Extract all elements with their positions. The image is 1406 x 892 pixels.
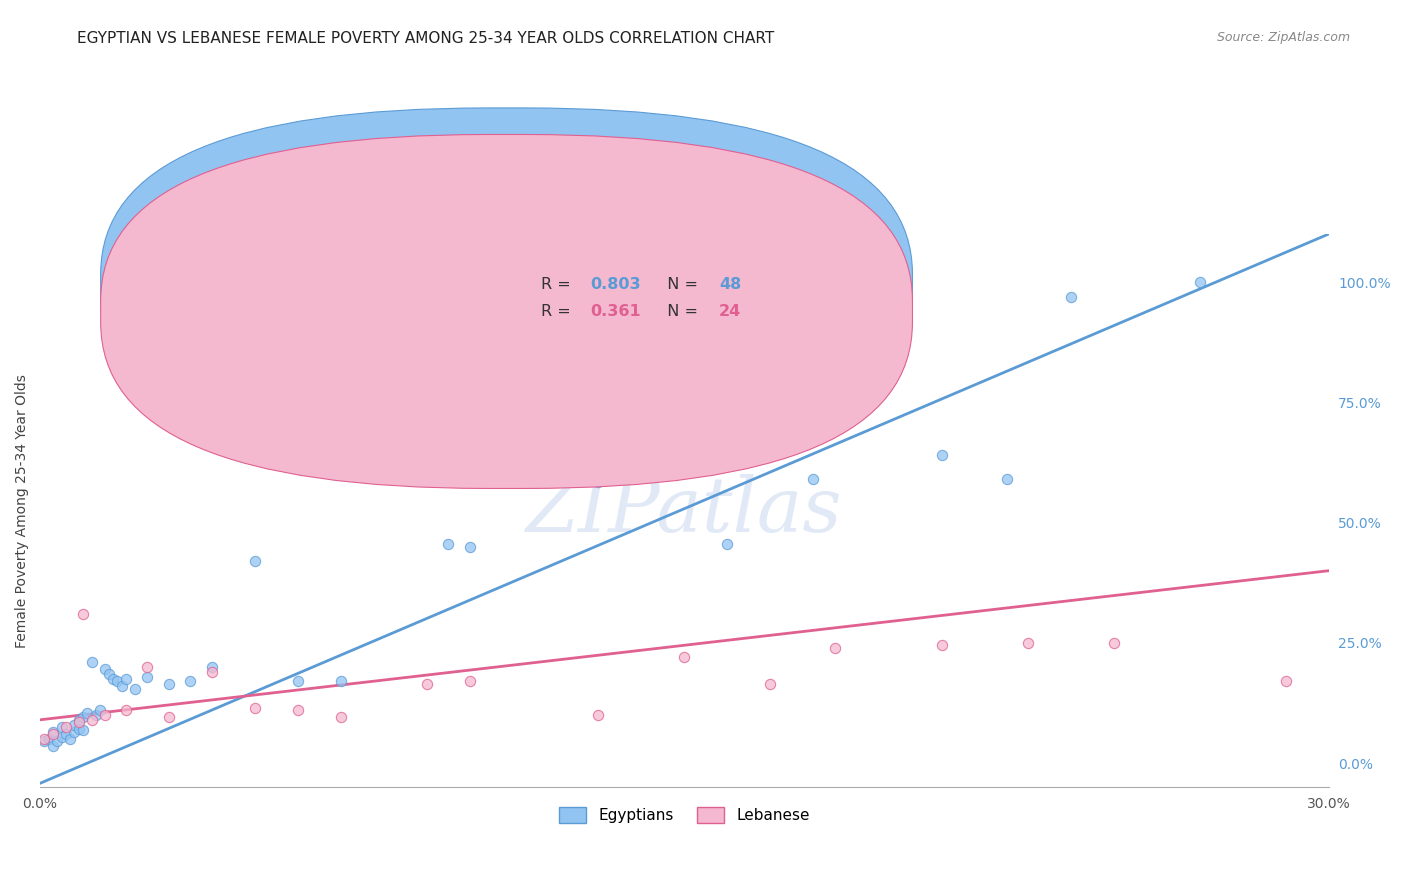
Point	[124, 681, 146, 696]
Point	[995, 472, 1018, 486]
Text: N =: N =	[658, 277, 703, 293]
FancyBboxPatch shape	[101, 135, 912, 489]
Point	[63, 717, 86, 731]
Point	[72, 607, 94, 621]
Point	[931, 448, 953, 462]
Point	[51, 720, 73, 734]
Point	[866, 275, 889, 289]
Point	[458, 674, 481, 689]
Point	[136, 669, 159, 683]
Point	[34, 732, 56, 747]
Point	[38, 732, 60, 747]
Point	[201, 665, 224, 679]
Point	[373, 453, 395, 467]
Point	[84, 708, 107, 723]
Text: EGYPTIAN VS LEBANESE FEMALE POVERTY AMONG 25-34 YEAR OLDS CORRELATION CHART: EGYPTIAN VS LEBANESE FEMALE POVERTY AMON…	[77, 31, 775, 46]
Point	[201, 660, 224, 674]
Point	[93, 708, 115, 723]
Text: R =: R =	[541, 304, 576, 319]
Point	[115, 672, 138, 686]
Point	[63, 724, 86, 739]
Point	[59, 732, 82, 747]
Point	[759, 677, 782, 691]
Text: N =: N =	[658, 304, 703, 319]
Point	[67, 713, 90, 727]
Point	[111, 679, 134, 693]
Point	[72, 723, 94, 738]
Legend: Egyptians, Lebanese: Egyptians, Lebanese	[553, 801, 815, 830]
Point	[415, 472, 437, 486]
Point	[824, 640, 846, 655]
Point	[673, 409, 696, 424]
Point	[93, 662, 115, 676]
Text: 0.803: 0.803	[591, 277, 641, 293]
Point	[115, 703, 138, 717]
FancyBboxPatch shape	[472, 268, 775, 331]
Text: 48: 48	[720, 277, 741, 293]
Point	[1188, 275, 1211, 289]
Point	[630, 429, 652, 443]
Point	[502, 467, 524, 482]
Point	[42, 724, 65, 739]
Point	[329, 710, 352, 724]
Point	[97, 667, 120, 681]
Point	[67, 723, 90, 737]
Point	[55, 727, 77, 741]
Point	[34, 734, 56, 748]
Point	[80, 655, 103, 669]
Point	[588, 475, 610, 489]
Point	[415, 677, 437, 691]
Point	[42, 727, 65, 741]
Point	[72, 710, 94, 724]
Point	[673, 650, 696, 665]
Text: R =: R =	[541, 277, 576, 293]
Point	[1017, 636, 1039, 650]
Text: ZIPatlas: ZIPatlas	[526, 474, 842, 548]
Point	[101, 672, 124, 686]
Point	[716, 537, 738, 551]
Point	[80, 713, 103, 727]
FancyBboxPatch shape	[101, 108, 912, 462]
Point	[931, 638, 953, 652]
Point	[42, 739, 65, 754]
Point	[89, 703, 111, 717]
Point	[458, 540, 481, 554]
Text: 24: 24	[720, 304, 741, 319]
Point	[437, 537, 460, 551]
Point	[136, 660, 159, 674]
Point	[1102, 636, 1125, 650]
Point	[55, 720, 77, 734]
Point	[51, 730, 73, 744]
Point	[107, 674, 129, 689]
Point	[287, 703, 309, 717]
Point	[179, 674, 201, 689]
Point	[243, 700, 266, 714]
Point	[287, 674, 309, 689]
Text: 0.361: 0.361	[591, 304, 641, 319]
Point	[243, 554, 266, 568]
Point	[588, 708, 610, 723]
Point	[1274, 674, 1296, 689]
Point	[67, 715, 90, 730]
Y-axis label: Female Poverty Among 25-34 Year Olds: Female Poverty Among 25-34 Year Olds	[15, 374, 30, 648]
Point	[1060, 289, 1083, 303]
Text: Source: ZipAtlas.com: Source: ZipAtlas.com	[1216, 31, 1350, 45]
Point	[329, 674, 352, 689]
Point	[46, 734, 69, 748]
Point	[801, 472, 824, 486]
Point	[76, 706, 98, 720]
Point	[157, 710, 180, 724]
Point	[157, 677, 180, 691]
